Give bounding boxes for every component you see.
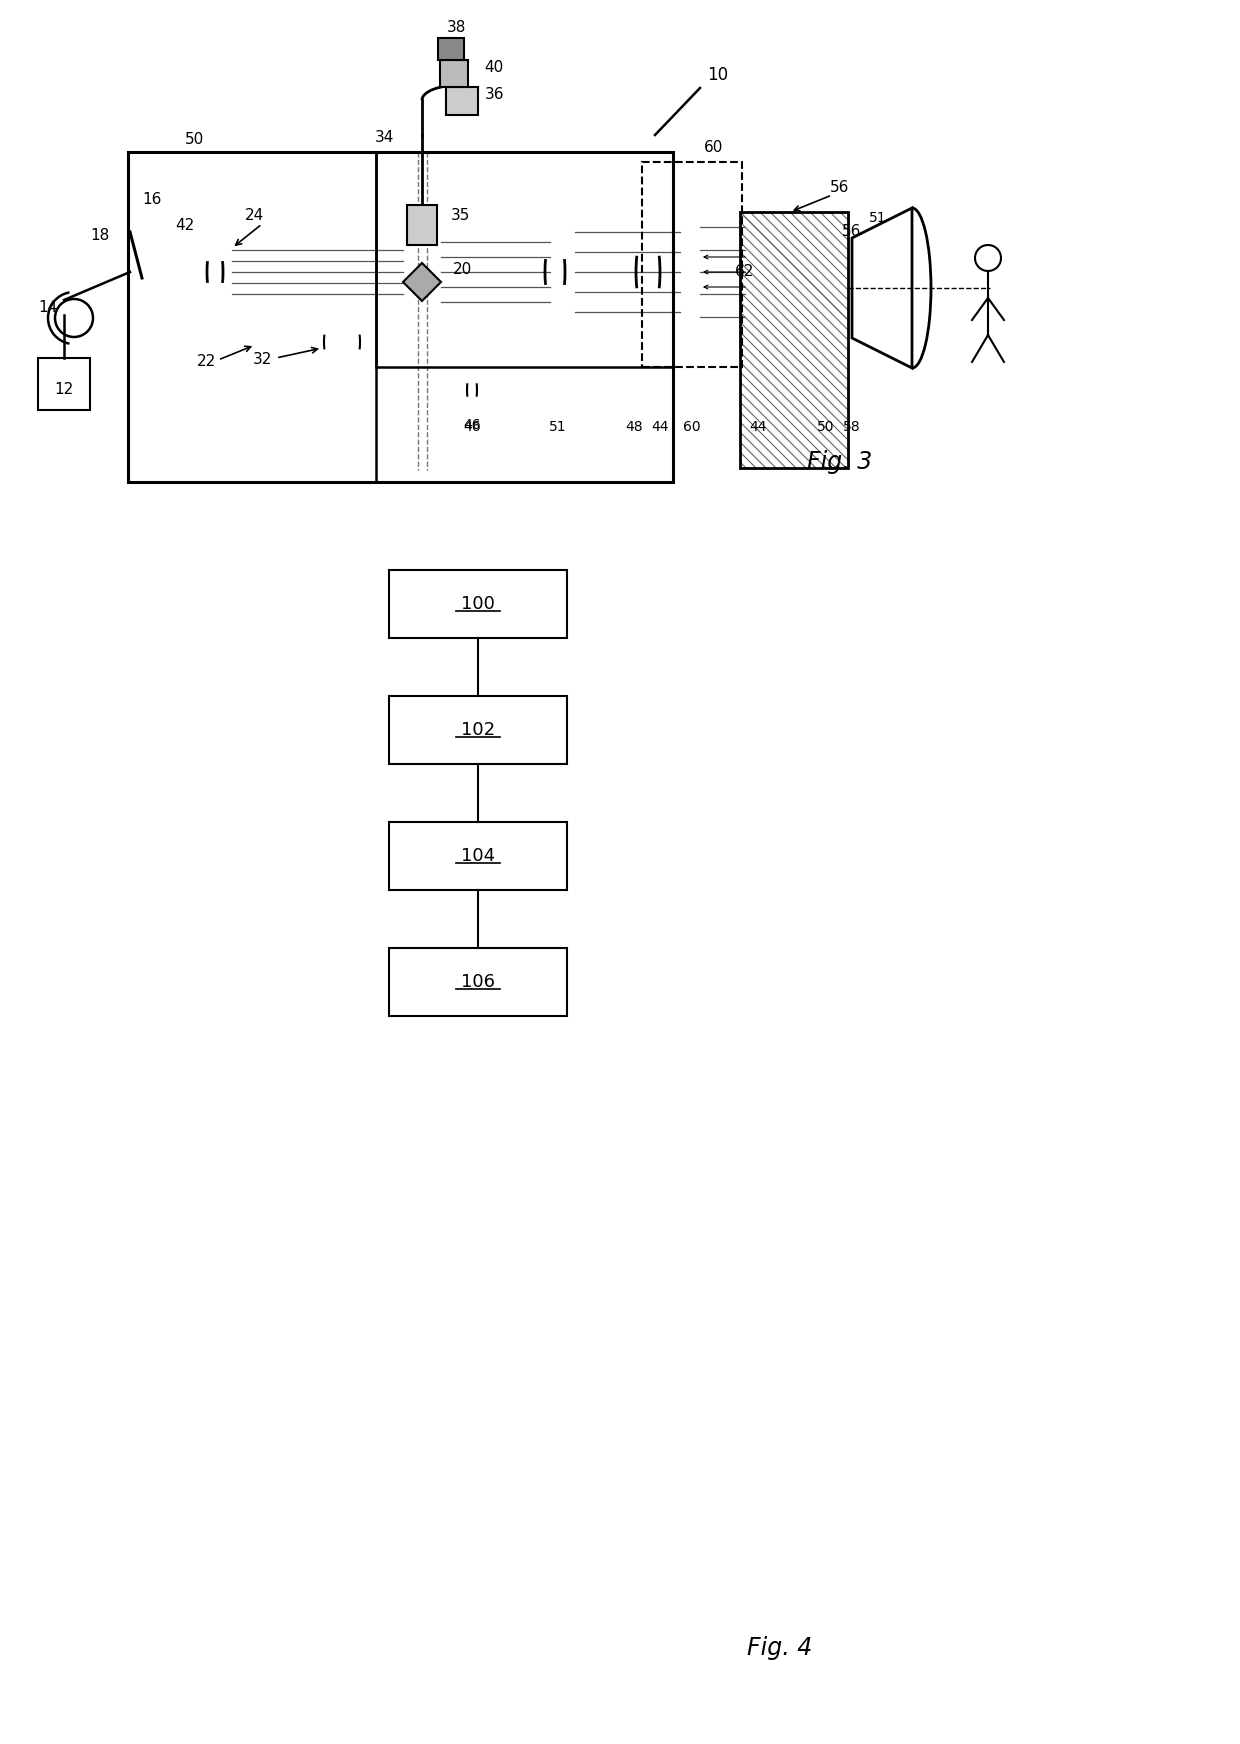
Text: 51: 51 [549,420,567,434]
Text: 32: 32 [252,352,272,368]
Text: 104: 104 [461,848,495,865]
Text: 60: 60 [704,141,724,155]
Text: 22: 22 [197,354,217,370]
Bar [407,206,436,244]
Text: 18: 18 [91,227,109,242]
Text: 16: 16 [143,192,161,208]
Bar [438,38,464,59]
Bar [128,152,376,481]
Text: 100: 100 [461,595,495,612]
Text: 42: 42 [175,218,195,232]
Text: 44: 44 [651,420,668,434]
Bar [440,59,467,87]
Text: 50: 50 [817,420,835,434]
Polygon shape [403,263,441,302]
Text: 40: 40 [485,61,503,75]
Text: 10: 10 [708,66,729,84]
Text: 102: 102 [461,720,495,739]
Bar [446,87,477,115]
Text: 38: 38 [446,21,466,35]
Text: 34: 34 [376,131,394,145]
Text: 51: 51 [869,211,887,225]
Text: 58: 58 [843,420,861,434]
Text: 12: 12 [55,382,73,398]
Text: 62: 62 [735,265,755,279]
Bar [642,162,742,366]
Text: 106: 106 [461,973,495,991]
Text: 50: 50 [185,133,205,148]
Text: 56: 56 [842,225,862,239]
Bar [389,696,567,764]
Text: 46: 46 [464,420,481,434]
Text: 48: 48 [625,420,642,434]
Text: 60: 60 [683,420,701,434]
Bar [389,570,567,638]
Text: 46: 46 [464,419,481,433]
Bar [38,358,91,410]
Text: 35: 35 [450,208,470,223]
Text: Fig. 3: Fig. 3 [807,450,873,474]
Text: 14: 14 [38,300,57,316]
Text: 44: 44 [749,420,766,434]
Text: 20: 20 [453,263,471,277]
Bar [376,152,673,366]
Text: 56: 56 [831,180,849,195]
Bar [389,821,567,889]
Bar [389,949,567,1017]
Text: Fig. 4: Fig. 4 [748,1636,812,1660]
Bar [128,152,673,481]
Text: 24: 24 [246,208,264,223]
Bar [740,213,848,467]
Text: 36: 36 [485,87,505,103]
